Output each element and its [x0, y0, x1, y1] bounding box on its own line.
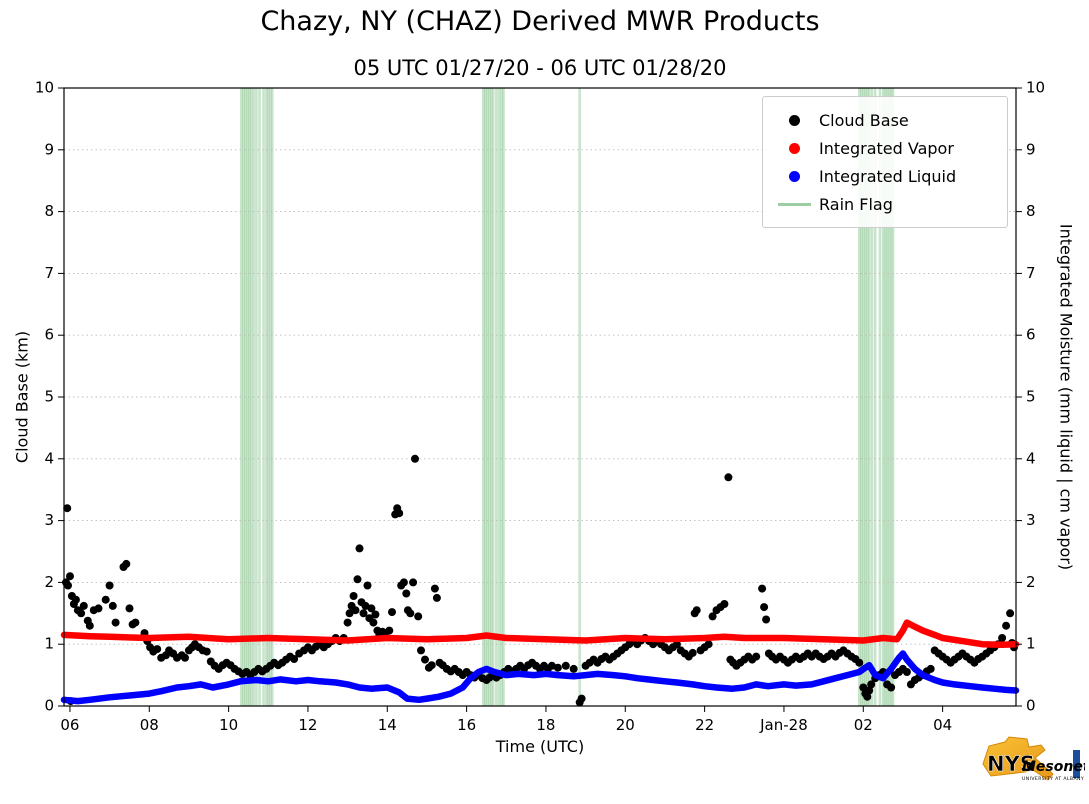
svg-text:2: 2	[1026, 573, 1036, 591]
svg-text:3: 3	[1026, 511, 1036, 529]
svg-text:08: 08	[140, 716, 159, 734]
svg-text:10: 10	[35, 79, 54, 97]
svg-text:0: 0	[44, 697, 54, 715]
legend: Cloud Base Integrated Vapor Integrated L…	[762, 96, 1008, 228]
svg-text:06: 06	[60, 716, 79, 734]
legend-item-integrated-vapor: Integrated Vapor	[771, 134, 999, 162]
legend-item-rain-flag: Rain Flag	[771, 190, 999, 218]
logo-mesonet-text: Mesonet	[1022, 759, 1085, 775]
chart-subtitle: 05 UTC 01/27/20 - 06 UTC 01/28/20	[353, 56, 727, 80]
legend-label: Integrated Vapor	[819, 138, 954, 158]
svg-text:10: 10	[1026, 79, 1045, 97]
nys-mesonet-logo-graphic: NYS Mesonet UNIVERSITY AT ALBANY	[982, 736, 1089, 782]
svg-text:3: 3	[44, 511, 54, 529]
svg-text:7: 7	[1026, 264, 1036, 282]
svg-text:1: 1	[44, 635, 54, 653]
legend-item-cloud-base: Cloud Base	[771, 106, 999, 134]
nys-mesonet-logo: NYS Mesonet UNIVERSITY AT ALBANY	[975, 730, 1089, 798]
y-axis-label-right: Integrated Moisture (mm liquid | cm vapo…	[1056, 223, 1076, 571]
svg-text:18: 18	[536, 716, 555, 734]
integrated-vapor-marker-icon	[789, 142, 800, 154]
svg-text:10: 10	[219, 716, 238, 734]
svg-text:12: 12	[298, 716, 317, 734]
svg-text:1: 1	[1026, 635, 1036, 653]
svg-text:8: 8	[44, 202, 54, 220]
logo-blue-bar	[1073, 750, 1080, 778]
svg-text:6: 6	[44, 326, 54, 344]
svg-text:20: 20	[616, 716, 635, 734]
svg-text:8: 8	[1026, 202, 1036, 220]
integrated-liquid-marker-icon	[789, 170, 800, 182]
svg-text:04: 04	[933, 716, 952, 734]
ny-state-shape	[982, 736, 1054, 781]
svg-text:14: 14	[378, 716, 397, 734]
svg-text:2: 2	[44, 573, 54, 591]
svg-text:4: 4	[1026, 449, 1036, 467]
logo-nys-text: NYS	[987, 752, 1035, 776]
svg-text:6: 6	[1026, 326, 1036, 344]
svg-text:9: 9	[1026, 140, 1036, 158]
chart-title: Chazy, NY (CHAZ) Derived MWR Products	[260, 6, 820, 37]
legend-label: Rain Flag	[819, 194, 893, 214]
svg-text:7: 7	[44, 264, 54, 282]
legend-label: Integrated Liquid	[819, 166, 957, 186]
y-axis-label-left: Cloud Base (km)	[12, 330, 32, 464]
svg-text:Jan-28: Jan-28	[759, 716, 808, 734]
svg-text:5: 5	[44, 388, 54, 406]
legend-label: Cloud Base	[819, 110, 909, 130]
svg-text:16: 16	[457, 716, 476, 734]
svg-text:22: 22	[695, 716, 714, 734]
svg-text:5: 5	[1026, 388, 1036, 406]
rain-flag-marker-icon	[778, 202, 811, 206]
x-axis-label: Time (UTC)	[495, 737, 585, 756]
legend-item-integrated-liquid: Integrated Liquid	[771, 162, 999, 190]
svg-text:9: 9	[44, 140, 54, 158]
logo-subtext: UNIVERSITY AT ALBANY	[1022, 776, 1084, 782]
svg-text:0: 0	[1026, 697, 1036, 715]
cloud-base-marker-icon	[789, 114, 800, 126]
svg-text:4: 4	[44, 449, 54, 467]
svg-text:02: 02	[854, 716, 873, 734]
